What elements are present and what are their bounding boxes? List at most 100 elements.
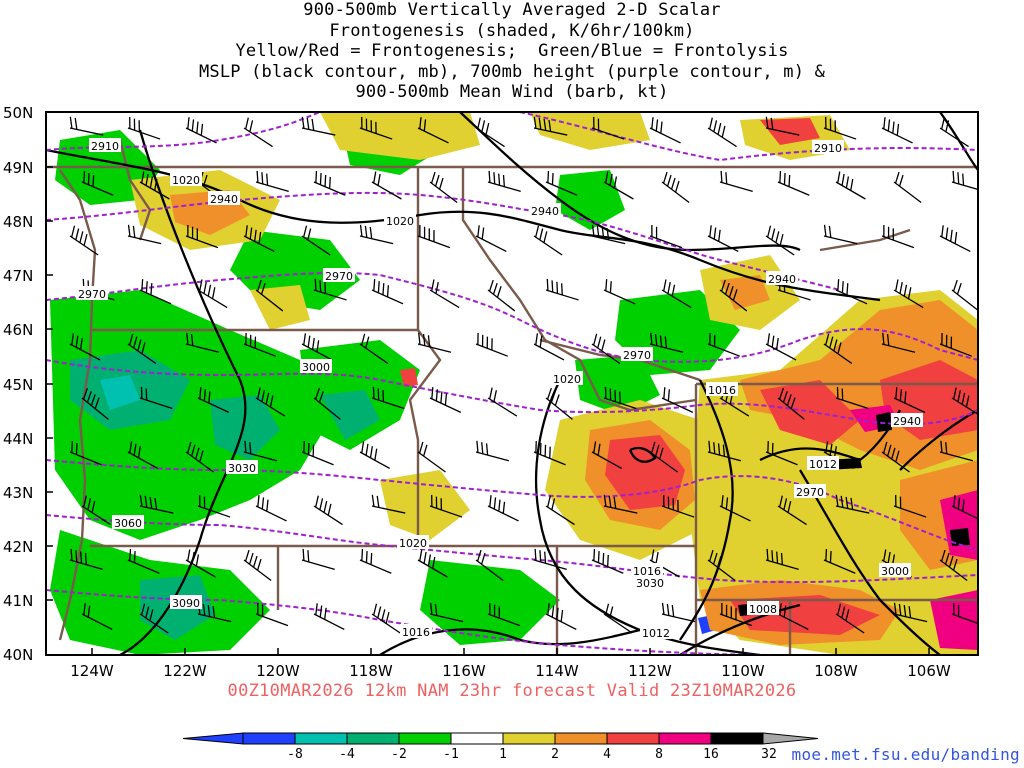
mslp-contour bbox=[679, 379, 734, 641]
wind-barb bbox=[417, 117, 449, 144]
mslp-contour bbox=[119, 129, 247, 655]
colorbar-swatch bbox=[242, 732, 296, 745]
wind-barb bbox=[417, 549, 448, 578]
wind-barb bbox=[835, 171, 866, 200]
colorbar-swatch bbox=[346, 732, 400, 745]
wind-barb bbox=[881, 332, 916, 353]
frontogenesis-area bbox=[930, 590, 978, 650]
wind-barb bbox=[893, 387, 926, 413]
height-label: 2940 bbox=[529, 203, 561, 218]
frontogenesis-area bbox=[760, 118, 820, 145]
wind-barb bbox=[185, 224, 219, 249]
wind-barb bbox=[765, 116, 800, 136]
wind-barb bbox=[243, 333, 276, 357]
title-line-2: Frontogenesis (shaded, K/6hr/100km) bbox=[329, 20, 695, 41]
wind-barb bbox=[649, 441, 678, 473]
wind-barb bbox=[765, 441, 798, 466]
wind-barb bbox=[139, 603, 169, 634]
wind-barb bbox=[127, 549, 160, 574]
wind-barb bbox=[313, 278, 347, 301]
svg-text:1016: 1016 bbox=[708, 384, 736, 397]
frontolysis-area bbox=[575, 355, 660, 415]
wind-barb bbox=[255, 387, 286, 417]
wind-barb bbox=[545, 278, 579, 301]
wind-barb bbox=[603, 171, 634, 200]
frontolysis-area bbox=[320, 390, 380, 440]
wind-barb bbox=[603, 386, 637, 410]
wind-barb bbox=[951, 495, 978, 522]
wind-barb bbox=[777, 171, 810, 196]
colorbar-swatch bbox=[554, 732, 608, 745]
mslp-contour bbox=[939, 112, 978, 171]
frontogenesis-area bbox=[720, 275, 770, 310]
mslp-contour bbox=[899, 408, 978, 471]
colorbar-swatch bbox=[502, 732, 556, 745]
wind-barb bbox=[707, 225, 739, 253]
wind-barb bbox=[127, 333, 157, 365]
wind-barb bbox=[475, 549, 504, 581]
colorbar-swatch bbox=[606, 732, 660, 745]
wind-barb bbox=[719, 495, 751, 522]
height-contour bbox=[46, 459, 978, 551]
svg-text:1012: 1012 bbox=[809, 458, 837, 471]
colorbar-label: -1 bbox=[443, 747, 459, 762]
height-contour bbox=[519, 112, 978, 162]
wind-barb bbox=[127, 224, 162, 245]
credit-link[interactable]: moe.met.fsu.edu/banding bbox=[791, 745, 1020, 764]
wind-barb bbox=[371, 171, 402, 200]
mslp-contour bbox=[46, 148, 881, 302]
svg-text:2940: 2940 bbox=[531, 205, 559, 218]
wind-barb bbox=[243, 225, 275, 253]
colorbar-label: 1 bbox=[499, 747, 507, 762]
height-label: 2970 bbox=[323, 268, 355, 283]
wind-barb bbox=[359, 549, 392, 574]
wind-barb bbox=[255, 495, 287, 522]
isobar-label: 1016 bbox=[400, 624, 432, 639]
valid-time-line: 00Z10MAR2026 12km NAM 23hr forecast Vali… bbox=[227, 681, 797, 701]
wind-barb bbox=[301, 116, 336, 136]
wind-barb bbox=[881, 441, 910, 473]
wind-barb bbox=[81, 171, 114, 196]
wind-barb bbox=[939, 549, 968, 581]
isobar-label: 1020 bbox=[551, 371, 583, 386]
wind-barb bbox=[429, 387, 462, 413]
wind-barb bbox=[429, 494, 463, 518]
svg-text:2910: 2910 bbox=[814, 142, 842, 155]
lon-label: 110W bbox=[721, 662, 765, 680]
svg-text:1020: 1020 bbox=[386, 215, 414, 228]
colorbar-low-arrow bbox=[182, 732, 244, 745]
wind-barb bbox=[533, 333, 565, 361]
lat-label: 41N bbox=[3, 592, 33, 610]
wind-barb bbox=[661, 494, 695, 518]
height-label: 2940 bbox=[891, 413, 923, 428]
lat-label: 43N bbox=[3, 484, 33, 502]
wind-barb bbox=[719, 602, 753, 627]
wind-barb bbox=[823, 116, 857, 140]
wind-barb bbox=[313, 171, 346, 196]
wind-barb bbox=[301, 548, 335, 570]
wind-barb bbox=[881, 224, 915, 249]
wind-barb bbox=[69, 441, 102, 466]
svg-text:3030: 3030 bbox=[636, 577, 664, 590]
wind-barb bbox=[475, 440, 510, 462]
lon-label: 124W bbox=[70, 662, 114, 680]
lon-label: 112W bbox=[628, 662, 672, 680]
lon-label: 122W bbox=[163, 662, 207, 680]
wind-barb bbox=[591, 333, 621, 365]
wind-barb bbox=[765, 333, 797, 361]
svg-text:3000: 3000 bbox=[881, 565, 909, 578]
wind-barb bbox=[707, 549, 736, 581]
svg-text:2910: 2910 bbox=[91, 140, 119, 153]
wind-barb bbox=[139, 279, 172, 305]
wind-barb bbox=[197, 494, 231, 518]
wind-barb bbox=[81, 387, 109, 420]
wind-barb bbox=[69, 548, 103, 570]
puget-sound bbox=[118, 139, 152, 241]
wind-barb bbox=[243, 117, 273, 148]
wind-barb bbox=[243, 440, 278, 462]
colorbar: -8 -4 -2 -1 1 2 4 8 16 32 bbox=[182, 732, 819, 762]
wind-barb bbox=[545, 387, 573, 420]
height-label: 3000 bbox=[300, 359, 332, 374]
height-label: 2940 bbox=[766, 271, 798, 286]
